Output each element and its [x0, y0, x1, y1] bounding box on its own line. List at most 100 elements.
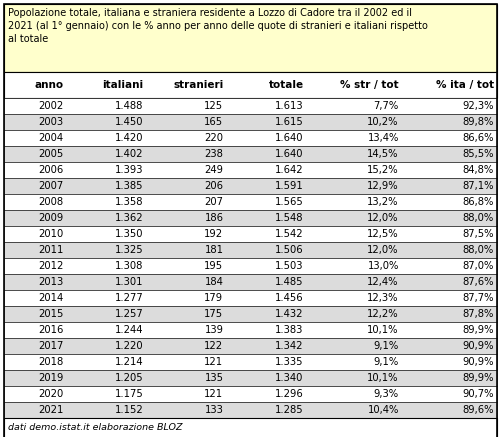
Text: 2018: 2018 [38, 357, 63, 367]
Text: 1.296: 1.296 [275, 389, 304, 399]
Bar [4, 322, 497, 338]
Text: 206: 206 [204, 181, 223, 191]
Text: 89,6%: 89,6% [462, 405, 494, 415]
Text: 1.402: 1.402 [115, 149, 143, 159]
Text: 7,7%: 7,7% [374, 101, 399, 111]
Bar [4, 194, 497, 210]
Text: 133: 133 [204, 405, 223, 415]
Text: 1.485: 1.485 [275, 277, 304, 287]
Text: 1.214: 1.214 [115, 357, 143, 367]
Text: 135: 135 [204, 373, 223, 383]
Text: 1.220: 1.220 [115, 341, 143, 351]
Text: 84,8%: 84,8% [463, 165, 494, 175]
Text: 1.301: 1.301 [115, 277, 143, 287]
Text: 186: 186 [204, 213, 223, 223]
Bar [4, 210, 497, 226]
Bar [4, 274, 497, 290]
Text: 2014: 2014 [38, 293, 63, 303]
Bar [4, 146, 497, 162]
Text: 89,8%: 89,8% [462, 117, 494, 127]
Text: 238: 238 [204, 149, 223, 159]
Bar [4, 178, 497, 194]
Text: 86,6%: 86,6% [462, 133, 494, 143]
Text: 1.308: 1.308 [115, 261, 143, 271]
Text: 9,1%: 9,1% [374, 341, 399, 351]
Text: 1.152: 1.152 [115, 405, 143, 415]
Text: Popolazione totale, italiana e straniera residente a Lozzo di Cadore tra il 2002: Popolazione totale, italiana e straniera… [8, 8, 428, 45]
Bar [4, 306, 497, 322]
Text: 1.285: 1.285 [275, 405, 304, 415]
Text: 10,1%: 10,1% [367, 325, 399, 335]
Bar [4, 98, 497, 114]
Text: 87,0%: 87,0% [462, 261, 494, 271]
Text: 1.613: 1.613 [275, 101, 304, 111]
Text: 90,9%: 90,9% [462, 357, 494, 367]
Text: 1.640: 1.640 [275, 149, 304, 159]
Text: 1.393: 1.393 [115, 165, 143, 175]
Text: 195: 195 [204, 261, 223, 271]
Text: 2002: 2002 [38, 101, 63, 111]
Bar [4, 290, 497, 306]
Text: 2006: 2006 [38, 165, 63, 175]
Text: 2011: 2011 [38, 245, 63, 255]
Text: 1.383: 1.383 [275, 325, 304, 335]
Text: 12,5%: 12,5% [367, 229, 399, 239]
Text: 1.642: 1.642 [275, 165, 304, 175]
Text: 12,2%: 12,2% [367, 309, 399, 319]
Text: 2009: 2009 [38, 213, 63, 223]
Text: 1.362: 1.362 [115, 213, 143, 223]
Text: 220: 220 [204, 133, 223, 143]
Text: 89,9%: 89,9% [462, 325, 494, 335]
Text: 121: 121 [204, 357, 223, 367]
Text: 1.615: 1.615 [275, 117, 304, 127]
Text: 175: 175 [204, 309, 223, 319]
Text: 2019: 2019 [38, 373, 63, 383]
Text: 125: 125 [204, 101, 223, 111]
Bar [4, 114, 497, 130]
Text: 10,4%: 10,4% [367, 405, 399, 415]
Text: 1.350: 1.350 [115, 229, 143, 239]
Text: 2003: 2003 [38, 117, 63, 127]
Text: 13,2%: 13,2% [367, 197, 399, 207]
Text: dati demo.istat.it elaborazione BLOZ: dati demo.istat.it elaborazione BLOZ [8, 423, 182, 433]
Text: 12,0%: 12,0% [367, 213, 399, 223]
Text: 2012: 2012 [38, 261, 63, 271]
Text: 10,2%: 10,2% [367, 117, 399, 127]
Text: italiani: italiani [102, 80, 143, 90]
Text: 15,2%: 15,2% [367, 165, 399, 175]
Text: 192: 192 [204, 229, 223, 239]
Text: 2010: 2010 [38, 229, 63, 239]
Text: 12,4%: 12,4% [367, 277, 399, 287]
Bar [4, 130, 497, 146]
Text: 1.358: 1.358 [115, 197, 143, 207]
Text: 12,0%: 12,0% [367, 245, 399, 255]
Bar [4, 354, 497, 370]
Bar [4, 72, 497, 98]
Text: 1.456: 1.456 [275, 293, 304, 303]
Text: 2020: 2020 [38, 389, 63, 399]
Text: 1.335: 1.335 [275, 357, 304, 367]
Text: 1.542: 1.542 [275, 229, 304, 239]
Text: 1.640: 1.640 [275, 133, 304, 143]
Text: 9,3%: 9,3% [374, 389, 399, 399]
Text: 87,5%: 87,5% [462, 229, 494, 239]
Text: 2015: 2015 [38, 309, 63, 319]
Text: 2017: 2017 [38, 341, 63, 351]
Text: 1.565: 1.565 [275, 197, 304, 207]
Text: 1.340: 1.340 [275, 373, 304, 383]
Text: 122: 122 [204, 341, 223, 351]
Text: 2016: 2016 [38, 325, 63, 335]
Text: 13,0%: 13,0% [367, 261, 399, 271]
Text: 2021: 2021 [38, 405, 63, 415]
Text: % ita / tot: % ita / tot [436, 80, 494, 90]
Bar [4, 242, 497, 258]
Text: 2005: 2005 [38, 149, 63, 159]
Text: 88,0%: 88,0% [463, 245, 494, 255]
Text: 179: 179 [204, 293, 223, 303]
Bar [4, 4, 497, 72]
Bar [4, 370, 497, 386]
Text: 1.277: 1.277 [115, 293, 143, 303]
Text: % str / tot: % str / tot [340, 80, 399, 90]
Bar [4, 418, 497, 437]
Bar [4, 402, 497, 418]
